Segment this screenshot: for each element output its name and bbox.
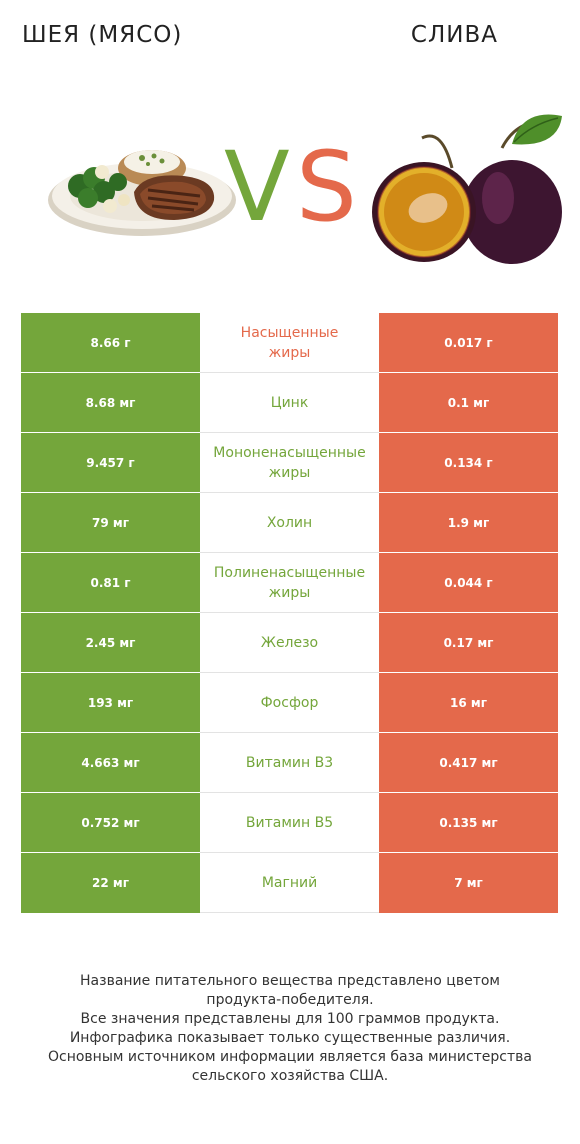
footer-note: Название питательного вещества представл… <box>20 972 560 1086</box>
nutrient-label: Насыщенные жиры <box>200 313 379 373</box>
right-value: 0.417 мг <box>379 733 558 793</box>
table-row: 8.68 мг Цинк 0.1 мг <box>21 373 558 433</box>
left-value: 79 мг <box>21 493 200 553</box>
right-value: 0.135 мг <box>379 793 558 853</box>
table-row: 8.66 г Насыщенные жиры 0.017 г <box>21 313 558 373</box>
right-value: 0.017 г <box>379 313 558 373</box>
right-value: 0.044 г <box>379 553 558 613</box>
plum-image <box>372 114 562 264</box>
table-row: 193 мг Фосфор 16 мг <box>21 673 558 733</box>
left-value: 8.68 мг <box>21 373 200 433</box>
left-value: 8.66 г <box>21 313 200 373</box>
left-product-title: ШЕЯ (МЯСО) <box>22 22 183 48</box>
left-value: 0.752 мг <box>21 793 200 853</box>
right-value: 16 мг <box>379 673 558 733</box>
footer-line: Название питательного вещества представл… <box>80 973 500 989</box>
table-row: 0.752 мг Витамин B5 0.135 мг <box>21 793 558 853</box>
nutrient-label: Фосфор <box>200 673 379 733</box>
right-value: 7 мг <box>379 853 558 913</box>
right-value: 0.17 мг <box>379 613 558 673</box>
table-row: 79 мг Холин 1.9 мг <box>21 493 558 553</box>
right-value: 0.134 г <box>379 433 558 493</box>
table-row: 22 мг Магний 7 мг <box>21 853 558 913</box>
right-value: 0.1 мг <box>379 373 558 433</box>
footer-line: Основным источником информации является … <box>48 1049 532 1065</box>
left-value: 22 мг <box>21 853 200 913</box>
nutrient-label: Витамин B3 <box>200 733 379 793</box>
footer-line: Инфографика показывает только существенн… <box>69 1030 511 1046</box>
nutrient-label: Полиненасыщенные жиры <box>200 553 379 613</box>
footer-line: сельского хозяйства США. <box>191 1068 389 1084</box>
left-value: 9.457 г <box>21 433 200 493</box>
table-row: 9.457 г Мононенасыщенные жиры 0.134 г <box>21 433 558 493</box>
right-product-title: СЛИВА <box>410 22 498 48</box>
footer-line: продукта-победителя. <box>206 992 374 1008</box>
nutrient-label: Витамин B5 <box>200 793 379 853</box>
nutrient-label: Мононенасыщенные жиры <box>200 433 379 493</box>
right-value: 1.9 мг <box>379 493 558 553</box>
vs-label: V S <box>224 132 357 232</box>
nutrient-label: Холин <box>200 493 379 553</box>
meat-plate-image <box>48 150 236 236</box>
left-value: 0.81 г <box>21 553 200 613</box>
comparison-table: 8.66 г Насыщенные жиры 0.017 г 8.68 мг Цинк 0… <box>21 313 558 913</box>
left-value: 4.663 мг <box>21 733 200 793</box>
left-value: 2.45 мг <box>21 613 200 673</box>
svg-text:V: V <box>224 132 290 232</box>
table-row: 2.45 мг Железо 0.17 мг <box>21 613 558 673</box>
nutrient-label: Цинк <box>200 373 379 433</box>
table-row: 0.81 г Полиненасыщенные жиры 0.044 г <box>21 553 558 613</box>
footer-line: Все значения представлены для 100 граммо… <box>80 1011 500 1027</box>
nutrient-label: Магний <box>200 853 379 913</box>
nutrient-label: Железо <box>200 613 379 673</box>
table-row: 4.663 мг Витамин B3 0.417 мг <box>21 733 558 793</box>
left-value: 193 мг <box>21 673 200 733</box>
svg-text:S: S <box>296 132 357 232</box>
